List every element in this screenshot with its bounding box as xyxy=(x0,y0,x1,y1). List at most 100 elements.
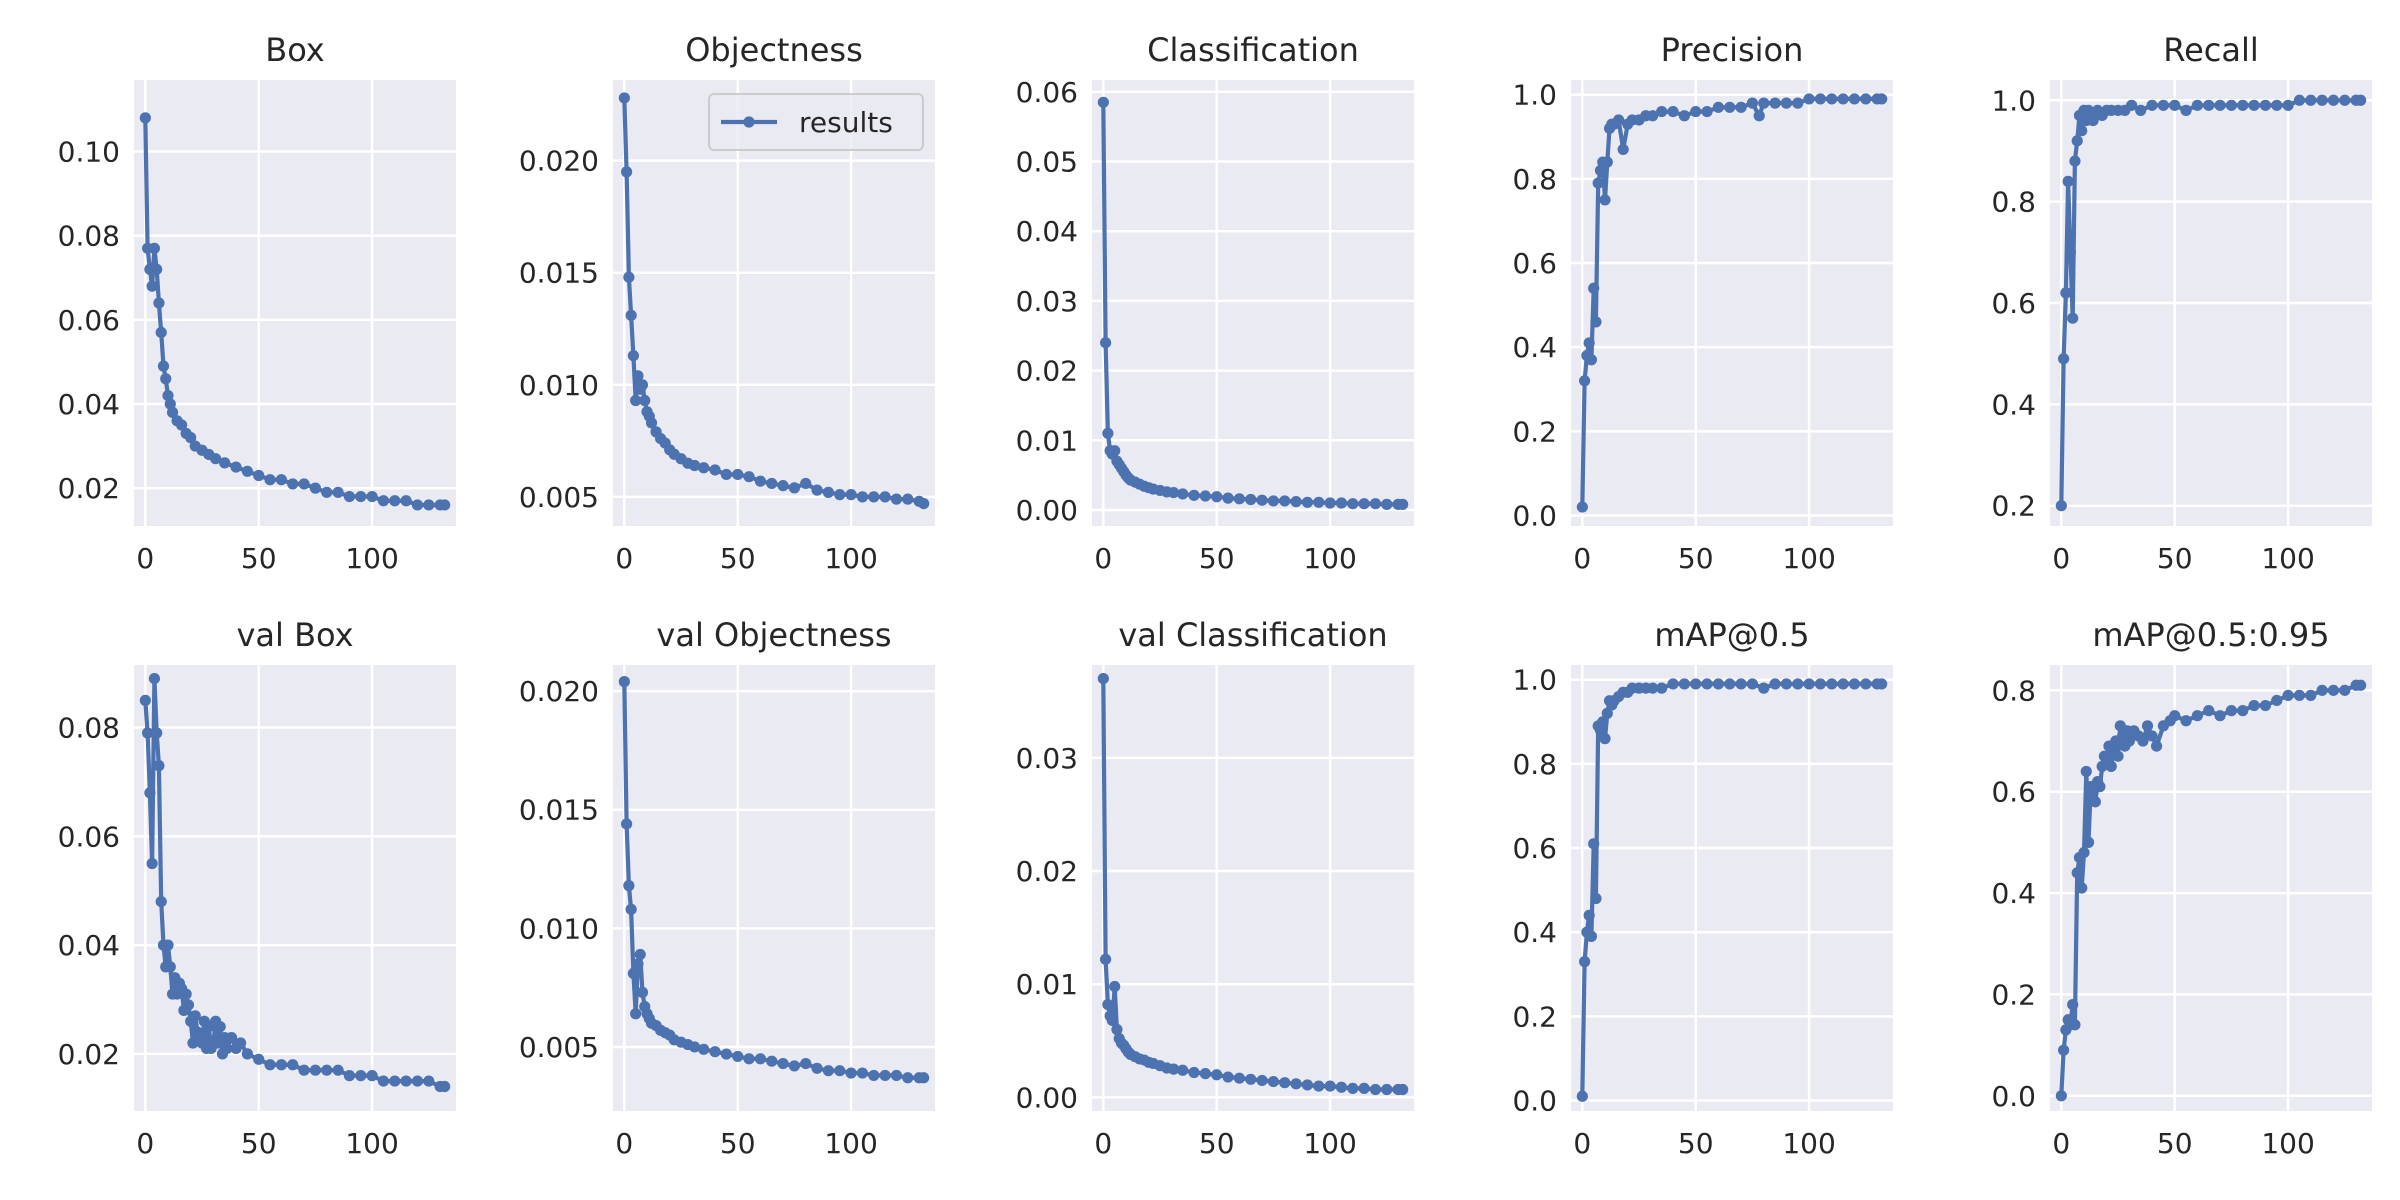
x-tick-label: 0 xyxy=(136,1127,154,1160)
x-tick-label: 100 xyxy=(345,542,398,575)
data-point xyxy=(1381,498,1393,510)
data-point xyxy=(777,1057,789,1070)
data-point xyxy=(634,948,646,961)
data-point xyxy=(856,491,869,503)
data-point xyxy=(234,1037,247,1049)
y-tick-label: 0.6 xyxy=(1512,247,1557,280)
data-point xyxy=(2112,750,2124,762)
data-point xyxy=(2237,705,2249,717)
data-point xyxy=(2169,99,2181,111)
panel-title: mAP@0.5:0.95 xyxy=(2092,616,2329,654)
data-point xyxy=(151,263,163,275)
data-point xyxy=(2203,99,2215,111)
data-point xyxy=(2067,312,2079,324)
y-tick-label: 0.02 xyxy=(58,472,120,505)
data-point xyxy=(2225,99,2238,111)
x-tick-label: 100 xyxy=(824,542,877,575)
panel-5: 0 50 100 0.02 0.04 0.06 0.08 val Box xyxy=(58,616,456,1160)
data-point xyxy=(1735,678,1747,690)
data-point xyxy=(1245,493,1257,506)
data-point xyxy=(698,462,710,474)
y-tick-label: 0.015 xyxy=(519,257,599,290)
data-point xyxy=(241,1048,253,1060)
data-point xyxy=(1188,1066,1200,1079)
plot-area xyxy=(134,80,456,526)
data-point xyxy=(1583,337,1595,349)
data-point xyxy=(2271,99,2283,111)
data-point xyxy=(1724,678,1736,690)
data-point xyxy=(618,92,630,104)
data-point xyxy=(621,818,633,830)
data-point xyxy=(632,958,644,970)
data-point xyxy=(1579,375,1591,387)
data-point xyxy=(411,1075,424,1087)
data-point xyxy=(1199,1068,1211,1080)
data-point xyxy=(2327,94,2340,106)
data-point xyxy=(1597,716,1609,728)
y-tick-label: 1.0 xyxy=(1512,79,1557,112)
data-point xyxy=(1690,678,1702,690)
panel-8: 0 50 100 0.0 0.2 0.4 0.6 0.8 1.0 mAP@0.5 xyxy=(1512,616,1893,1160)
data-point xyxy=(1245,1073,1257,1085)
data-point xyxy=(2293,94,2306,106)
panel-4: 0 50 100 0.2 0.4 0.6 0.8 1.0 Recall xyxy=(1991,31,2372,575)
data-point xyxy=(298,1064,310,1076)
data-point xyxy=(1279,495,1291,507)
data-point xyxy=(2137,735,2149,747)
data-point xyxy=(241,465,253,477)
data-point xyxy=(1724,101,1736,113)
y-tick-label: 0.01 xyxy=(1016,424,1078,457)
data-point xyxy=(1678,678,1690,690)
data-point xyxy=(1848,678,1861,690)
data-point xyxy=(1233,493,1245,505)
plot-area xyxy=(134,665,456,1111)
data-point xyxy=(1803,678,1815,690)
data-point xyxy=(142,727,154,739)
data-point xyxy=(743,1053,755,1065)
data-point xyxy=(1097,96,1109,108)
y-tick-label: 0.08 xyxy=(58,220,120,253)
data-point xyxy=(2293,689,2306,702)
x-tick-label: 100 xyxy=(1303,1127,1356,1160)
data-point xyxy=(1222,1071,1234,1083)
data-point xyxy=(2305,94,2317,106)
data-point xyxy=(2076,882,2088,894)
panel-6: 0 50 100 0.005 0.010 0.015 0.020 val Objectness xyxy=(519,616,935,1160)
data-point xyxy=(2055,500,2067,512)
data-point xyxy=(2069,1019,2081,1031)
data-point xyxy=(343,490,356,503)
data-point xyxy=(2071,135,2083,147)
data-point xyxy=(148,672,161,685)
data-point xyxy=(709,1046,721,1058)
data-point xyxy=(225,1031,238,1044)
y-tick-label: 0.020 xyxy=(519,145,599,178)
y-tick-label: 1.0 xyxy=(1991,84,2036,117)
data-point xyxy=(890,1069,903,1082)
data-point xyxy=(1335,497,1348,509)
data-point xyxy=(2180,104,2192,117)
data-point xyxy=(1860,678,1872,690)
data-point xyxy=(1347,498,1359,510)
x-tick-label: 50 xyxy=(241,542,277,575)
data-point xyxy=(1601,156,1613,168)
data-point xyxy=(210,453,222,465)
data-point xyxy=(1588,838,1600,850)
y-tick-label: 0.06 xyxy=(1016,76,1078,109)
data-point xyxy=(1701,105,1713,118)
data-point xyxy=(1848,93,1861,105)
data-point xyxy=(1347,1082,1359,1094)
data-point xyxy=(834,489,846,501)
panel-title: Classification xyxy=(1147,31,1359,69)
panel-title: val Box xyxy=(236,616,353,654)
x-tick-label: 0 xyxy=(136,542,154,575)
data-point xyxy=(766,477,778,490)
data-point xyxy=(2076,125,2088,137)
data-point xyxy=(275,474,287,486)
data-point xyxy=(1397,1083,1409,1096)
data-point xyxy=(822,1065,835,1077)
data-point xyxy=(2123,735,2135,747)
data-point xyxy=(1100,953,1112,965)
data-point xyxy=(2316,684,2328,696)
data-point xyxy=(153,760,165,772)
legend-label: results xyxy=(799,106,893,139)
